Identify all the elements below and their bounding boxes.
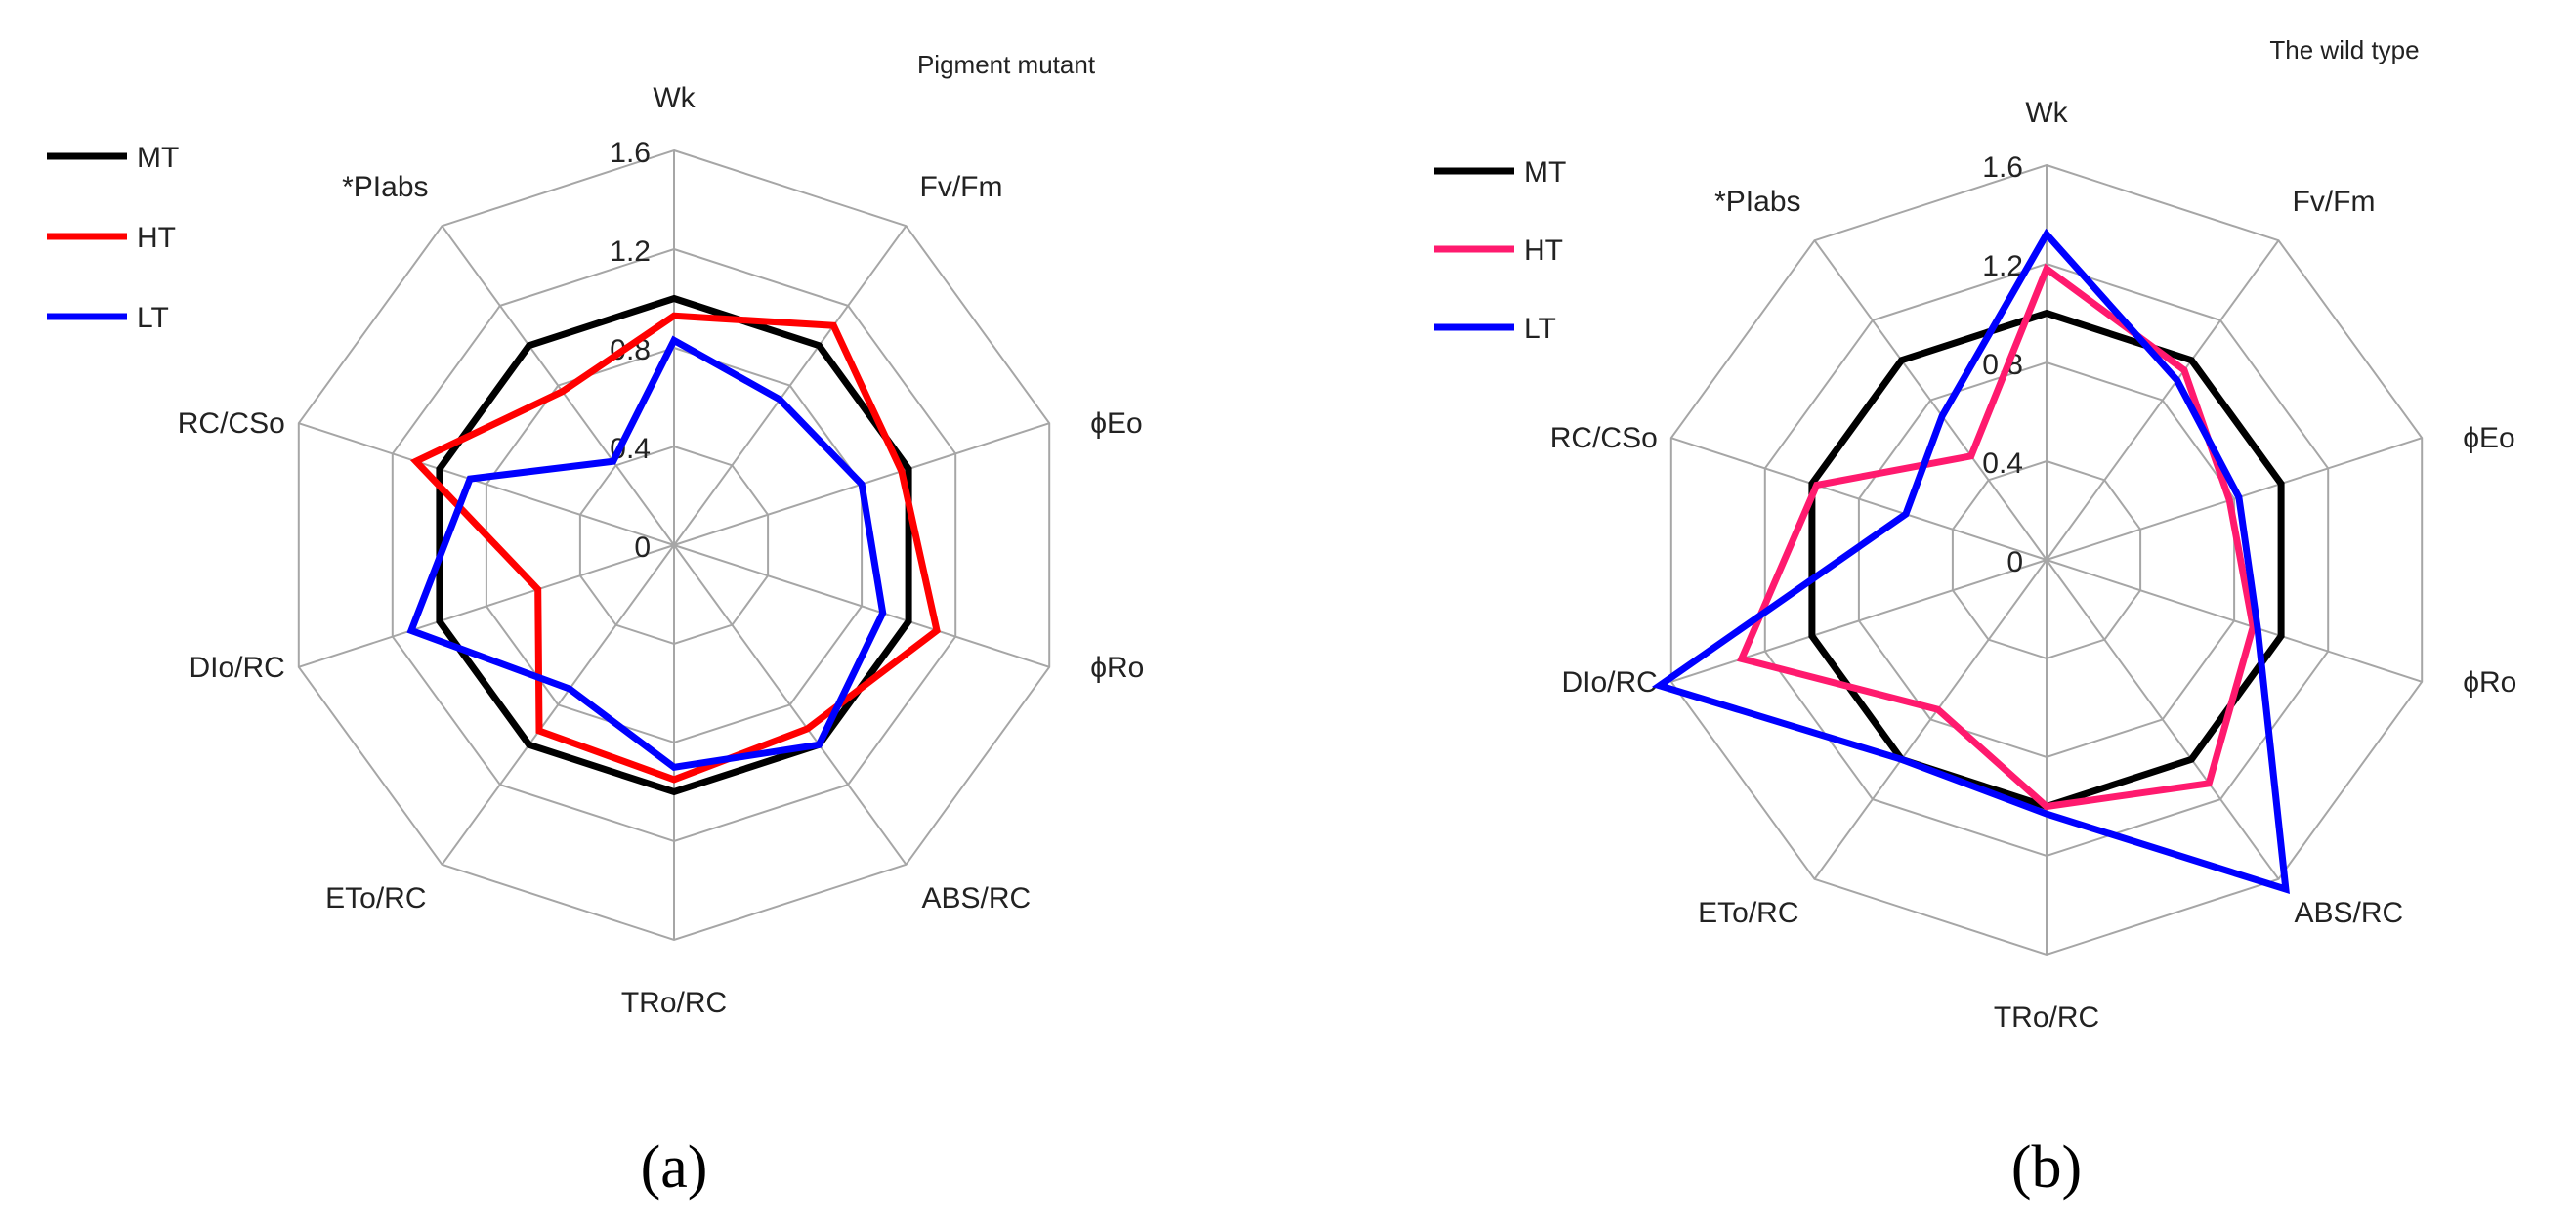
legend-label-mt: MT (137, 142, 179, 174)
tick-label: 0.4 (1982, 447, 2023, 480)
spoke-eo (2046, 437, 2423, 561)
axis-label-rc-cso: RC/CSo (178, 407, 285, 440)
radar-chart-wild-type: 00.40.81.21.6WkFv/FmϕEoϕRoABS/RCTRo/RCET… (1434, 35, 2516, 1201)
spoke-ro (2046, 559, 2423, 683)
spoke-eto-rc (441, 544, 675, 866)
spoke-abs-rc (2046, 559, 2280, 880)
axis-label-abs-rc: ABS/RC (2295, 897, 2404, 929)
axis-label-dio-rc: DIo/RC (1561, 666, 1657, 699)
axis-label-dio-rc: DIo/RC (189, 652, 284, 684)
series-line-lt (406, 335, 887, 771)
axis-label-eto-rc: ETo/RC (325, 882, 426, 914)
axis-label-abs-rc: ABS/RC (922, 882, 1032, 914)
spoke-fv-fm (673, 225, 908, 546)
legend-label-ht: HT (137, 222, 176, 254)
axis-label-tro-rc: TRo/RC (621, 987, 727, 1019)
axis-label-wk: Wk (2025, 97, 2068, 129)
radar-chart-pigment-mutant: 00.40.81.21.6WkFv/FmϕEoϕRoABS/RCTRo/RCET… (47, 50, 1144, 1201)
legend-label-ht: HT (1524, 234, 1563, 267)
axis-label-ro: ϕRo (1090, 652, 1144, 684)
panel-label: (b) (2011, 1134, 2082, 1201)
series-line-lt (1651, 228, 2290, 895)
tick-label: 1.2 (1982, 250, 2023, 282)
spoke-abs-rc (673, 544, 908, 866)
tick-label: 0 (634, 531, 651, 564)
axis-label-rc-cso: RC/CSo (1550, 422, 1658, 454)
axis-label-wk: Wk (653, 82, 696, 114)
axis-label-fv-fm: Fv/Fm (920, 171, 1003, 203)
axis-label-piabs: *PIabs (1714, 186, 1800, 218)
axis-label-ro: ϕRo (2463, 666, 2516, 699)
chart-title: The wild type (2269, 35, 2419, 64)
spoke-dio-rc (1670, 559, 2048, 683)
axis-label-tro-rc: TRo/RC (1994, 1001, 2099, 1034)
spoke-fv-fm (2046, 239, 2280, 561)
spoke-ro (673, 544, 1050, 668)
axis-label-eo: ϕEo (1090, 407, 1143, 440)
legend-label-lt: LT (137, 302, 169, 334)
axis-label-piabs: *PIabs (342, 171, 428, 203)
panel-label: (a) (641, 1134, 708, 1201)
spoke-rc-cso (1670, 437, 2048, 561)
chart-title: Pigment mutant (917, 50, 1096, 79)
spoke-eto-rc (1813, 559, 2048, 880)
tick-label: 0 (2006, 546, 2023, 578)
spoke-piabs (1813, 239, 2048, 561)
spoke-dio-rc (298, 544, 675, 668)
tick-label: 1.2 (610, 235, 651, 268)
axis-label-eto-rc: ETo/RC (1698, 897, 1798, 929)
axis-label-eo: ϕEo (2463, 422, 2515, 454)
legend-label-lt: LT (1524, 313, 1556, 345)
tick-label: 1.6 (1982, 151, 2023, 184)
spoke-piabs (441, 225, 675, 546)
tick-label: 1.6 (610, 137, 651, 169)
spoke-rc-cso (298, 422, 675, 546)
series-line-ht (409, 312, 941, 784)
axis-label-fv-fm: Fv/Fm (2293, 186, 2376, 218)
legend-label-mt: MT (1524, 156, 1566, 189)
